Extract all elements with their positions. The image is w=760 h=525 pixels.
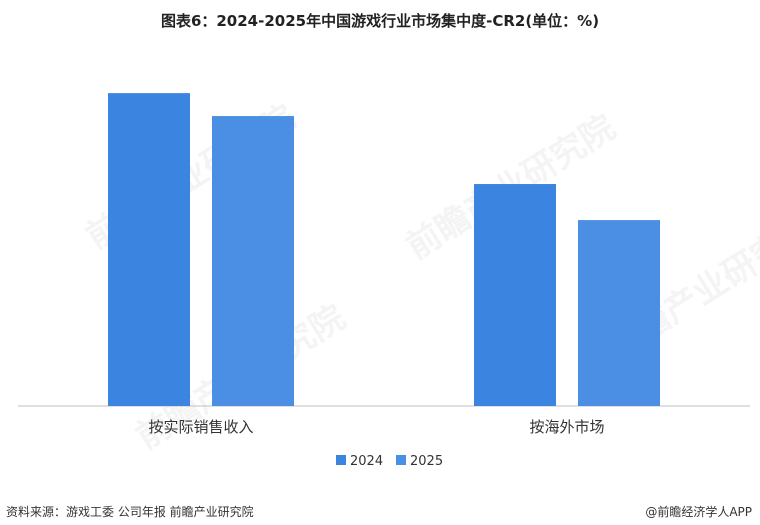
bar-2024-1 — [474, 184, 556, 406]
legend-label-2025: 2025 — [410, 454, 443, 469]
footer: 资料来源：游戏工委 公司年报 前瞻产业研究院 @前瞻经济学人APP — [0, 499, 760, 525]
source-note: 资料来源：游戏工委 公司年报 前瞻产业研究院 — [6, 505, 254, 519]
legend-swatch-2025 — [396, 455, 406, 465]
bar-2025-1 — [578, 220, 660, 406]
bar-2025-0 — [212, 116, 294, 407]
bar-2024-0 — [108, 93, 190, 406]
legend-swatch-2024 — [336, 455, 346, 465]
x-tick-label: 按海外市场 — [529, 418, 604, 436]
legend-label-2024: 2024 — [350, 454, 383, 469]
brand-label: @前瞻经济学人APP — [645, 505, 752, 519]
chart-title: 图表6：2024-2025年中国游戏行业市场集中度-CR2(单位：%) — [160, 12, 600, 30]
x-tick-label: 按实际销售收入 — [148, 418, 253, 436]
